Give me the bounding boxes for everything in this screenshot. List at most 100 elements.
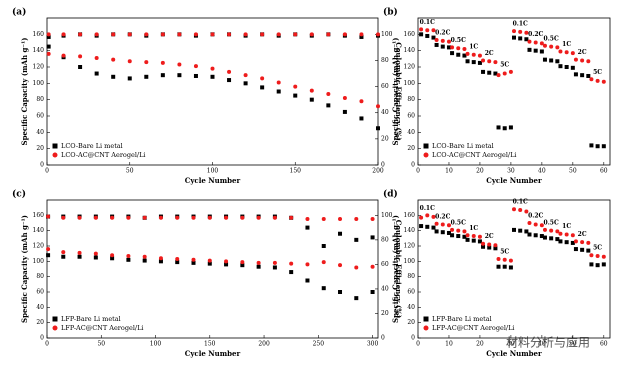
x-tick-label: 100 [207, 168, 219, 175]
point [518, 29, 523, 34]
point [446, 45, 451, 50]
rate-label: 0.5C [451, 219, 466, 226]
y-tick-label: 20 [36, 319, 44, 326]
x-axis-label: Cycle Number [185, 176, 241, 185]
x-tick-label: 20 [476, 341, 484, 348]
point [533, 233, 538, 238]
rate-label: 0.2C [528, 213, 543, 220]
point [589, 77, 594, 82]
point [508, 125, 513, 130]
point [354, 296, 359, 301]
y-tick-label: 20 [407, 319, 415, 326]
point [240, 263, 245, 268]
y-tick-label: 0 [411, 162, 415, 169]
point [142, 258, 147, 263]
point [309, 88, 314, 93]
point [243, 32, 248, 37]
point [595, 263, 600, 268]
point [549, 44, 554, 49]
x-tick-label: 40 [538, 341, 546, 348]
point [309, 97, 314, 102]
point [158, 215, 163, 220]
legend-label: LFP-AC@CNT Aerogel/Li [432, 324, 515, 332]
rate-label: 5C [500, 249, 509, 256]
point [321, 244, 326, 248]
point [564, 240, 569, 245]
point [370, 290, 375, 294]
point [359, 116, 364, 121]
point [558, 239, 563, 244]
point [425, 224, 430, 229]
point [77, 215, 82, 220]
point [580, 58, 585, 63]
y-tick-label: 40 [407, 304, 415, 311]
point [321, 260, 326, 265]
point [321, 217, 326, 222]
point [487, 245, 492, 250]
point [46, 247, 51, 252]
point [276, 32, 281, 37]
legend-label: LCO-AC@CNT Aerogel/Li [61, 151, 146, 159]
point [440, 222, 445, 227]
point [359, 34, 364, 39]
x-tick-label: 100 [150, 341, 162, 348]
legend-marker [423, 325, 429, 331]
point [127, 32, 132, 37]
point [94, 32, 99, 37]
point [243, 73, 248, 78]
point [446, 39, 451, 44]
point [508, 265, 513, 270]
point [376, 126, 380, 131]
y-tick-label: 160 [404, 31, 416, 38]
x-tick-label: 60 [600, 341, 608, 348]
point [61, 215, 66, 220]
point [431, 214, 436, 219]
point [272, 265, 277, 270]
point [309, 32, 314, 37]
y-tick-label: 160 [404, 212, 416, 219]
point [573, 72, 578, 77]
point [477, 53, 482, 58]
y-tick-label: 80 [407, 273, 415, 280]
point [481, 69, 486, 74]
point [555, 237, 560, 242]
point [142, 254, 147, 259]
point [431, 35, 436, 40]
point [191, 260, 196, 265]
point [326, 91, 331, 96]
y2-tick-label: 40 [381, 109, 389, 116]
point [539, 223, 544, 228]
legend-label: LFP-Bare Li metal [432, 315, 492, 323]
rate-label: 1C [562, 223, 571, 230]
point [527, 221, 532, 225]
x-tick-label: 200 [258, 341, 270, 348]
point [465, 237, 470, 242]
point [527, 232, 532, 237]
y2-tick-label: 60 [381, 83, 389, 90]
point [573, 57, 578, 62]
point [354, 265, 359, 270]
point [338, 263, 343, 268]
point [471, 52, 476, 57]
point [456, 228, 461, 233]
point [456, 46, 461, 51]
point [207, 258, 212, 263]
panel-label: (a) [12, 7, 26, 18]
plot-frame [417, 17, 611, 166]
point [465, 233, 470, 238]
point [481, 58, 486, 63]
point [586, 73, 591, 78]
point [46, 51, 51, 56]
point [555, 59, 560, 64]
y-tick-label: 0 [411, 335, 415, 342]
point [419, 215, 424, 220]
rate-label: 5C [593, 69, 602, 76]
point [570, 240, 575, 245]
rate-label: 5C [500, 61, 509, 68]
y-tick-label: 140 [33, 227, 45, 234]
point [564, 50, 569, 55]
point [256, 264, 261, 269]
point [512, 29, 516, 34]
x-axis-label: Cycle Number [486, 349, 542, 358]
point [462, 47, 467, 52]
